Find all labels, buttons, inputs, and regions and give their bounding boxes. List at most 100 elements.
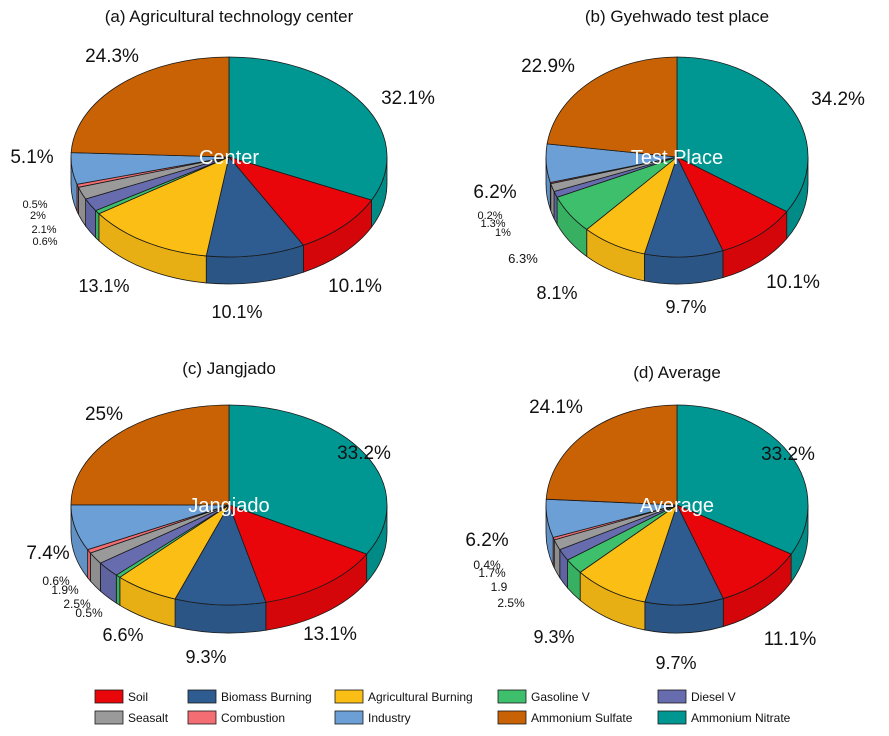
legend-item-ammonium-nitrate: Ammonium Nitrate [657,710,791,725]
legend-item-gasoline-v: Gasoline V [497,689,590,704]
center-label: Average [640,495,714,517]
chart-title: (a) Agricultural technology center [105,7,354,26]
data-label-agricultural-burning: 9.3% [533,627,574,647]
legend-label: Seasalt [128,711,169,725]
center-label: Test Place [631,147,723,169]
pie-chart-4: (d) Average Average 33.2% 11.1% 9.7% 9.3% 2.5%… [465,363,816,673]
data-label-ammonium-nitrate: 32.1% [381,88,435,109]
pie-top [70,404,388,606]
slice-ammonium-nitrate [228,404,388,555]
data-label-seasalt: 1.7% [478,566,506,580]
slice-side-gasoline-v [95,209,100,242]
slice-soil [676,156,788,252]
legend-label: Soil [128,690,148,704]
legend-label: Industry [368,711,411,725]
data-label-combustion: 0.5% [22,199,47,211]
legend-swatch [334,710,364,725]
data-label-ammonium-sulfate: 24.1% [529,397,583,418]
data-label-combustion: 0.6% [42,574,70,588]
slice-biomass-burning [174,504,267,606]
legend-swatch [94,689,124,704]
chart-title: (d) Average [633,363,721,382]
data-label-diesel-v: 2.1% [31,224,56,236]
legend: Soil Biomass Burning Agricultural Burning G… [94,689,791,725]
data-label-gasoline-v: 0.6% [32,236,57,248]
data-label-agricultural-burning: 13.1% [78,276,129,296]
legend-swatch [187,689,217,704]
legend-swatch [334,689,364,704]
data-label-soil: 11.1% [764,629,817,650]
data-label-seasalt: 1.9% [51,583,79,597]
data-label-gasoline-v: 6.3% [508,251,538,266]
slice-ammonium-sulfate [545,404,678,506]
slice-soil [227,156,373,246]
slice-ammonium-sulfate [546,56,678,158]
legend-item-biomass-burning: Biomass Burning [187,689,312,704]
data-label-industry: 5.1% [10,147,53,168]
slice-ammonium-nitrate [676,404,809,555]
slice-biomass-burning [205,156,305,258]
slice-ammonium-sulfate [70,404,230,506]
legend-label: Ammonium Nitrate [691,711,791,725]
legend-swatch [94,710,124,725]
legend-label: Biomass Burning [221,690,312,704]
data-label-diesel-v: 1.9 [491,580,508,594]
data-label-seasalt: 2% [30,210,46,222]
pie-side-walls [545,156,809,285]
data-label-ammonium-sulfate: 22.9% [521,56,575,77]
pie-top [545,56,809,258]
data-label-ammonium-nitrate: 33.2% [761,444,815,465]
legend-label: Gasoline V [531,690,590,704]
legend-swatch [497,710,527,725]
slice-soil [228,504,368,603]
data-label-industry: 6.2% [473,182,516,203]
data-label-diesel-v: 2.5% [63,597,91,611]
slice-biomass-burning [644,503,724,606]
pie-chart-3: (c) Jangjado Jangjado 33.2% 13.1% 9.3% 6.6% 0.… [26,359,391,667]
pie-chart-1: (a) Agricultural technology center Center… [10,7,435,322]
data-label-industry: 7.4% [26,543,69,564]
slice-agricultural-burning [98,156,230,257]
center-label: Center [199,147,259,169]
slice-soil [676,504,792,600]
data-label-combustion: 0.2% [477,210,502,222]
legend-item-diesel-v: Diesel V [657,689,736,704]
slice-agricultural-burning [579,503,678,603]
data-label-soil: 10.1% [766,272,820,293]
pie-chart-2: (b) Gyehwado test place Test Place 34.2% 10… [473,7,865,317]
slice-ammonium-nitrate [228,56,388,201]
pie-top [545,404,809,606]
legend-label: Agricultural Burning [368,690,473,704]
data-label-diesel-v: 1% [495,227,511,239]
data-label-seasalt: 1.3% [480,218,505,230]
data-label-combustion: 0.4% [473,558,501,572]
data-label-ammonium-nitrate: 33.2% [337,443,391,464]
data-label-biomass-burning: 9.7% [655,653,696,673]
slice-side-combustion [87,548,91,583]
data-label-soil: 13.1% [303,624,357,645]
chart-title: (c) Jangjado [182,359,276,378]
data-label-biomass-burning: 9.7% [665,297,706,317]
legend-item-combustion: Combustion [187,710,285,725]
legend-swatch [657,710,687,725]
legend-item-seasalt: Seasalt [94,710,169,725]
legend-label: Ammonium Sulfate [531,711,633,725]
data-label-ammonium-sulfate: 25% [85,404,123,425]
data-label-biomass-burning: 10.1% [211,302,262,322]
data-label-ammonium-nitrate: 34.2% [811,89,865,110]
legend-swatch [187,710,217,725]
slice-side-gasoline-v [115,574,121,607]
pie-side-walls [70,504,388,634]
slice-ammonium-sulfate [70,56,230,158]
slice-biomass-burning [643,155,724,258]
legend-swatch [497,689,527,704]
data-label-agricultural-burning: 6.6% [102,625,143,645]
legend-item-industry: Industry [334,710,411,725]
data-label-ammonium-sulfate: 24.3% [85,46,139,67]
center-label: Jangjado [188,495,269,517]
data-label-gasoline-v: 0.5% [75,606,103,620]
legend-item-agricultural-burning: Agricultural Burning [334,689,473,704]
legend-label: Diesel V [691,690,736,704]
data-label-gasoline-v: 2.5% [497,596,525,610]
legend-item-soil: Soil [94,689,148,704]
